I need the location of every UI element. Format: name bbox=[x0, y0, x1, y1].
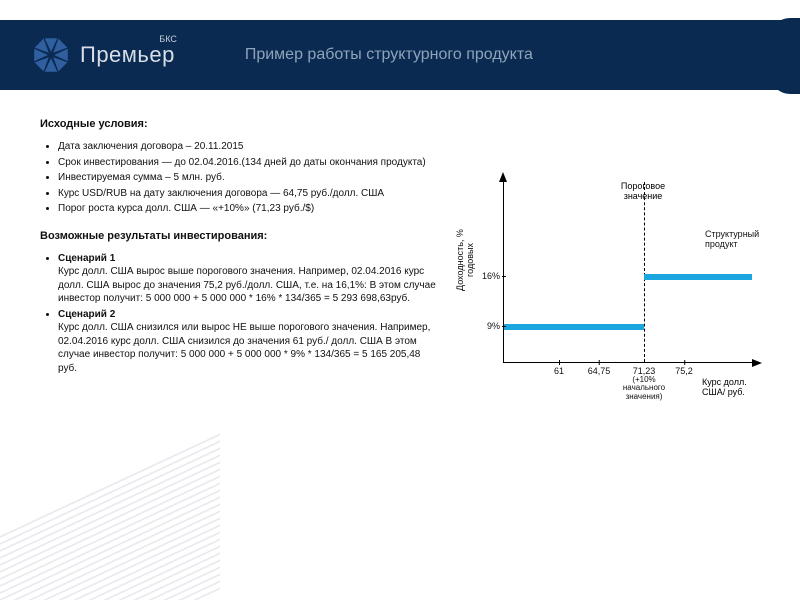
chart-segment-low bbox=[504, 324, 644, 330]
y-axis-label: Доходность, % годовых bbox=[455, 225, 475, 295]
logo: БКС Премьер bbox=[30, 34, 175, 76]
footer-stripes-decoration bbox=[0, 429, 220, 600]
scenario-body: Курс долл. США снизился или вырос НЕ выш… bbox=[58, 322, 430, 374]
results-heading: Возможные результаты инвестирования: bbox=[40, 230, 440, 242]
x-tick: 64,75 bbox=[588, 366, 611, 376]
initial-item: Порог роста курса долл. США — «+10%» (71… bbox=[58, 202, 440, 216]
x-tick-threshold: 71,23(+10%начального значения) bbox=[612, 366, 676, 401]
scenario-list: Сценарий 1 Курс долл. США вырос выше пор… bbox=[40, 252, 440, 376]
slide-header: БКС Премьер Пример работы структурного п… bbox=[0, 20, 790, 90]
initial-item: Срок инвестирования — до 02.04.2016.(134… bbox=[58, 156, 440, 170]
y-axis-arrow-icon bbox=[499, 172, 507, 182]
scenario-item: Сценарий 1 Курс долл. США вырос выше пор… bbox=[58, 252, 440, 306]
chart-plot-area: 16% 9% 61 64,75 71,23(+10%начального зна… bbox=[503, 182, 752, 363]
chart-segment-high bbox=[644, 274, 752, 280]
scenario-item: Сценарий 2 Курс долл. США снизился или в… bbox=[58, 308, 440, 376]
payoff-chart: Доходность, % годовых Пороговое значение… bbox=[455, 170, 775, 430]
x-tick: 75,2 bbox=[675, 366, 693, 376]
content-column: Исходные условия: Дата заключения догово… bbox=[40, 118, 440, 389]
threshold-line bbox=[644, 182, 645, 362]
x-axis-label: Курс долл. США/ руб. bbox=[702, 378, 762, 398]
y-tick: 9% bbox=[476, 321, 500, 331]
logo-superscript: БКС bbox=[159, 34, 177, 44]
logo-star-icon bbox=[30, 34, 72, 76]
initial-item: Инвестируемая сумма – 5 млн. руб. bbox=[58, 171, 440, 185]
slide-title: Пример работы структурного продукта bbox=[245, 46, 533, 64]
initial-conditions-heading: Исходные условия: bbox=[40, 118, 440, 130]
x-tick: 61 bbox=[554, 366, 564, 376]
logo-brand-text: Премьер bbox=[80, 42, 175, 67]
initial-item: Курс USD/RUB на дату заключения договора… bbox=[58, 187, 440, 201]
initial-item: Дата заключения договора – 20.11.2015 bbox=[58, 140, 440, 154]
x-axis-arrow-icon bbox=[752, 359, 762, 367]
scenario-title: Сценарий 1 bbox=[58, 252, 440, 266]
scenario-body: Курс долл. США вырос выше порогового зна… bbox=[58, 266, 436, 304]
y-tick: 16% bbox=[476, 271, 500, 281]
initial-conditions-list: Дата заключения договора – 20.11.2015 Ср… bbox=[40, 140, 440, 216]
scenario-title: Сценарий 2 bbox=[58, 308, 440, 322]
